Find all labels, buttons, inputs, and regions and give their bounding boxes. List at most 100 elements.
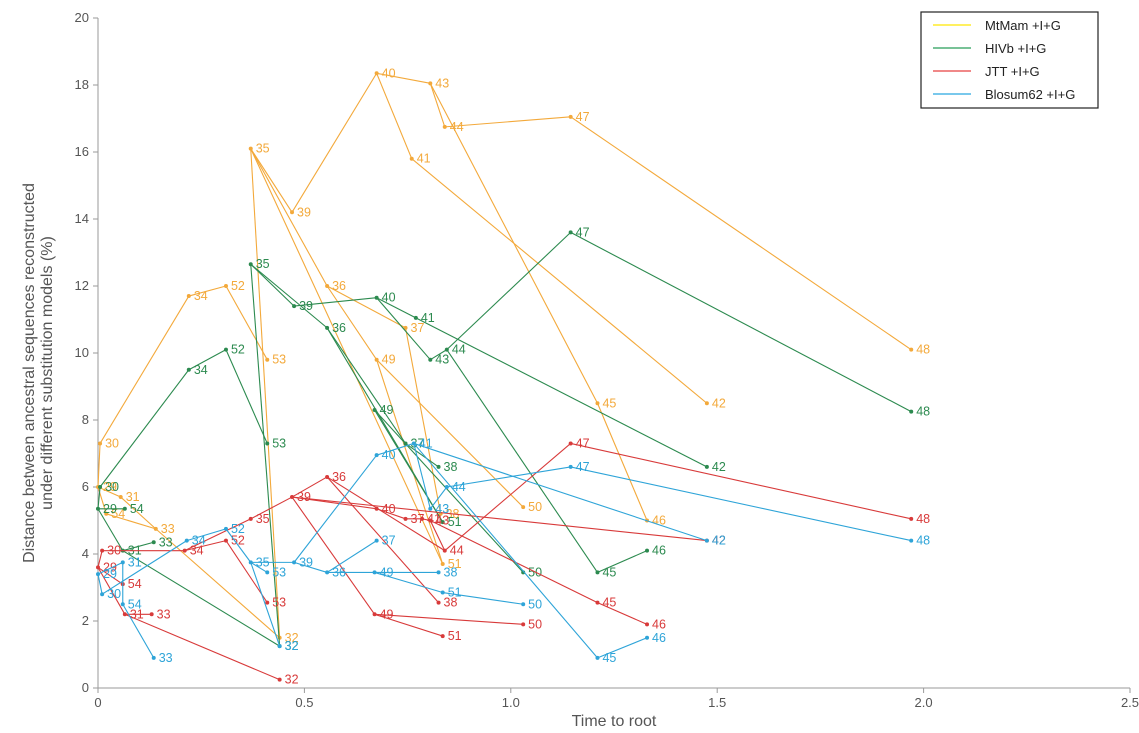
point-label: 52 [231,522,245,536]
point-label: 35 [256,257,270,271]
series-edge [291,476,328,498]
data-point [277,644,282,649]
point-label: 45 [602,596,616,610]
point-label: 52 [231,343,245,357]
legend-label: JTT +I+G [985,64,1040,79]
legend-label: Blosum62 +I+G [985,87,1075,102]
series-edge [184,518,251,552]
data-point [568,464,573,469]
point-label: 29 [103,480,117,494]
series-edge [429,486,448,510]
series-edge [97,550,103,568]
point-label: 44 [452,343,466,357]
data-point [521,622,526,627]
series-edge [376,442,414,456]
series-edge [374,409,524,573]
series-1: 2930543133323452533539404143444748363738… [96,225,930,653]
data-point [444,347,449,352]
series-edge [291,496,376,615]
point-label: 47 [576,436,590,450]
point-label: 40 [382,502,396,516]
data-point [704,401,709,406]
legend-label: MtMam +I+G [985,18,1061,33]
data-point [595,600,600,605]
point-label: 50 [528,617,542,631]
point-label: 52 [231,534,245,548]
series-edge [376,297,431,361]
data-point [595,570,600,575]
point-label: 40 [382,66,396,80]
data-point [153,526,158,531]
point-label: 46 [652,544,666,558]
series-edge [225,528,252,563]
point-label: 38 [444,596,458,610]
data-point [436,600,441,605]
series-edge [444,116,571,128]
data-point [428,518,433,523]
point-label: 43 [435,353,449,367]
series-edge [294,297,377,307]
data-point [372,570,377,575]
point-label: 42 [712,460,726,474]
data-point [428,506,433,511]
series-edge [326,476,446,552]
series-edge [186,528,227,542]
data-point [265,570,270,575]
series-0: 2930315433323452533539404341444748363738… [96,66,930,645]
data-point [374,453,379,458]
y-tick-label: 2 [82,613,89,628]
point-label: 36 [332,321,346,335]
series-edge [444,443,572,552]
data-point [118,495,123,500]
data-point [184,538,189,543]
data-point [428,81,433,86]
data-point [265,600,270,605]
data-point [292,560,297,565]
series-edge [597,550,648,573]
series-edge [122,550,280,647]
x-tick-label: 0 [94,695,101,710]
series-edge [291,72,378,213]
series-edge [122,541,154,552]
series-edge [250,263,328,329]
data-point [100,548,105,553]
point-label: 31 [126,490,140,504]
series-edge [326,476,439,603]
data-point [265,357,270,362]
series-edge [188,349,227,371]
data-point [645,635,650,640]
series-edge [250,148,281,638]
series-edge [97,567,126,615]
y-tick-label: 20 [75,10,89,25]
data-point [98,441,103,446]
data-point [374,357,379,362]
data-point [372,407,377,412]
point-label: 33 [159,535,173,549]
data-point [409,156,414,161]
data-point [374,71,379,76]
point-label: 29 [103,567,117,581]
point-label: 49 [380,607,394,621]
series-edge [99,295,190,444]
data-point [521,505,526,510]
series-edge [570,442,912,520]
series-edge [225,349,268,444]
data-point [403,441,408,446]
series-edge [155,528,280,639]
data-point [411,441,416,446]
point-label: 40 [382,448,396,462]
data-point [521,570,526,575]
data-point [521,602,526,607]
series-edge [188,285,227,297]
point-label: 39 [297,490,311,504]
y-tick-label: 14 [75,211,89,226]
point-label: 37 [411,321,425,335]
data-point [265,441,270,446]
point-label: 32 [285,639,299,653]
data-point [568,230,573,235]
series-edge [99,369,190,488]
point-label: 49 [380,403,394,417]
legend-box [920,11,1099,109]
